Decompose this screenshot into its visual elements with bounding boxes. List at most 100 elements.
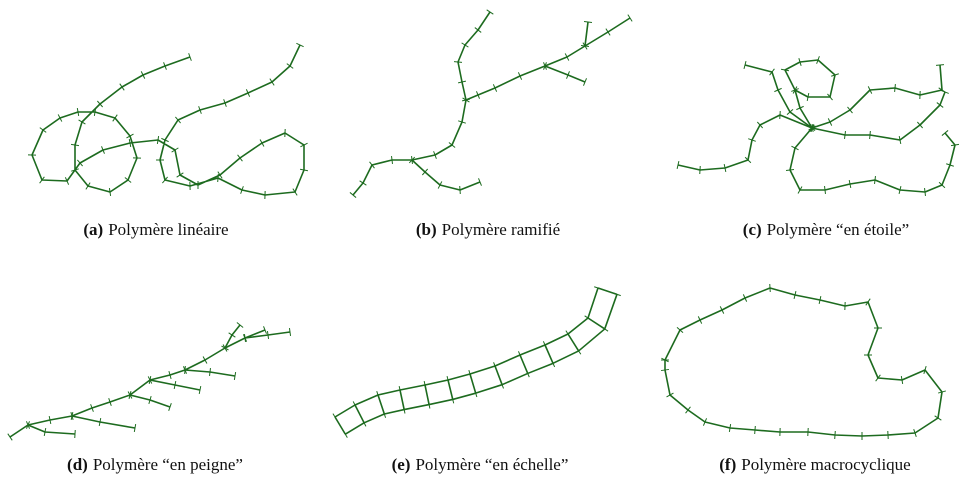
monomer-tick: [685, 406, 691, 414]
monomer-tick: [936, 102, 944, 108]
monomer-tick: [57, 114, 63, 122]
monomer-tick: [433, 151, 437, 159]
monomer-tick: [816, 56, 820, 64]
chain: [9, 329, 266, 438]
monomer-tick: [676, 326, 684, 334]
monomer-tick: [90, 404, 94, 412]
monomer-tick: [875, 374, 881, 382]
monomer-tick: [786, 108, 794, 116]
monomer-tick: [742, 294, 748, 302]
caption: (d) Polymère “en peigne”: [67, 455, 243, 475]
rung: [587, 317, 606, 330]
monomer-tick: [198, 385, 202, 395]
monomer-tick: [148, 375, 152, 385]
monomer-tick: [818, 295, 822, 305]
monomer-tick: [437, 181, 443, 189]
monomer-tick: [408, 156, 416, 164]
monomer-tick: [824, 185, 826, 195]
monomer-tick: [941, 130, 949, 136]
monomer-tick: [286, 63, 294, 69]
rung: [519, 354, 529, 374]
monomer-tick: [70, 143, 80, 147]
chain: [677, 114, 813, 171]
monomer-tick: [198, 106, 202, 114]
monomer-tick: [946, 163, 954, 167]
monomer-tick: [806, 92, 810, 102]
monomer-tick: [900, 375, 904, 385]
monomer-tick: [702, 418, 708, 426]
monomer-tick: [938, 390, 946, 394]
monomer-tick: [934, 415, 942, 421]
monomer-tick: [453, 61, 463, 63]
monomer-tick: [209, 367, 211, 377]
chain: [457, 11, 491, 101]
monomer-tick: [894, 83, 896, 93]
monomer-tick: [39, 127, 47, 133]
monomer-tick: [156, 135, 160, 145]
monomer-tick: [243, 333, 247, 343]
monomer-tick: [748, 138, 756, 142]
monomer-tick: [793, 290, 797, 300]
monomer-tick: [359, 180, 367, 186]
chain: [664, 287, 943, 437]
monomer-tick: [461, 98, 471, 102]
monomer-tick: [391, 155, 393, 165]
monomer-tick: [78, 119, 86, 125]
monomer-tick: [874, 175, 876, 185]
monomer-tick: [128, 138, 132, 148]
monomer-tick: [119, 83, 125, 91]
chain: [71, 415, 136, 429]
monomer-tick: [935, 64, 945, 66]
monomer-tick: [148, 396, 152, 404]
chain: [744, 64, 813, 129]
monomer-tick: [259, 139, 265, 147]
monomer-tick: [564, 53, 570, 61]
monomer-tick: [923, 366, 927, 374]
chain: [31, 44, 305, 196]
caption-text: Polymère “en échelle”: [415, 455, 569, 474]
monomer-tick: [221, 345, 229, 351]
monomer-tick: [834, 430, 836, 440]
monomer-tick: [792, 86, 798, 94]
monomer-tick: [217, 171, 223, 179]
monomer-tick: [448, 142, 456, 148]
monomer-tick: [163, 62, 167, 70]
monomer-tick: [865, 298, 871, 306]
caption-label: (c): [742, 220, 762, 239]
monomer-tick: [950, 143, 960, 147]
monomer-tick: [476, 91, 480, 99]
caption-label: (f): [719, 455, 737, 474]
monomer-tick: [459, 185, 461, 195]
rung: [544, 344, 554, 364]
monomer-tick: [543, 62, 547, 70]
rung: [377, 394, 386, 415]
monomer-tick: [583, 78, 587, 86]
monomer-tick: [941, 90, 949, 94]
monomer-tick: [228, 332, 236, 338]
monomer-tick: [743, 61, 747, 69]
monomer-tick: [867, 86, 873, 94]
monomer-tick: [43, 427, 47, 437]
monomer-tick: [126, 133, 134, 139]
caption-label: (e): [391, 455, 411, 474]
monomer-tick: [188, 53, 192, 61]
monomer-tick: [108, 187, 112, 197]
chain: [334, 287, 599, 418]
monomer-tick: [245, 89, 251, 97]
monomer-tick: [583, 21, 593, 23]
monomer-tick: [237, 154, 243, 162]
monomer-tick: [898, 135, 902, 145]
monomer-tick: [296, 42, 304, 48]
monomer-tick: [458, 120, 466, 124]
monomer-tick: [101, 146, 105, 154]
monomer-tick: [77, 159, 83, 167]
monomer-tick: [605, 28, 611, 36]
caption-label: (a): [83, 220, 104, 239]
monomer-tick: [292, 188, 298, 196]
monomer-tick: [176, 172, 184, 178]
monomer-tick: [184, 365, 186, 375]
monomer-tick: [171, 147, 179, 153]
monomer-tick: [744, 156, 752, 164]
monomer-tick: [938, 181, 946, 189]
